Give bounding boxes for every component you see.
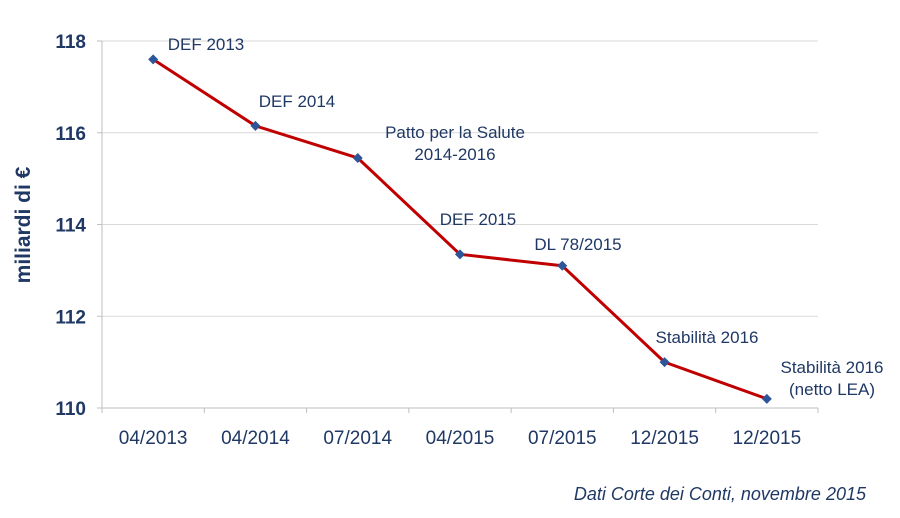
x-tick-label: 04/2015 [426, 428, 495, 449]
series [148, 54, 772, 404]
annotations: DEF 2013 DEF 2014 Patto per la Salute 2014-… [168, 35, 884, 399]
y-tick-label: 114 [55, 216, 86, 237]
gridlines [102, 40, 818, 317]
data-point-marker [761, 393, 772, 404]
data-point-marker [557, 260, 568, 271]
data-point-marker [250, 120, 261, 131]
x-tick-label: 12/2015 [733, 428, 802, 449]
series-line [152, 58, 768, 401]
x-tick-label: 04/2014 [221, 428, 290, 449]
y-tick-label: 110 [55, 399, 86, 420]
axes: 110 112 114 116 118 04/2013 04/2014 07/2014 04/2… [55, 32, 819, 449]
x-tick-label: 07/2014 [323, 428, 392, 449]
annotation-label: Patto per la Salute 2014-2016 [385, 123, 525, 164]
annotation-label: Stabilità 2016 (netto LEA) [780, 358, 883, 399]
data-point-marker [352, 152, 363, 163]
source-note: Dati Corte dei Conti, novembre 2015 [574, 484, 867, 504]
x-tick-label: 04/2013 [119, 428, 188, 449]
y-tick-label: 116 [55, 124, 86, 145]
x-tick-label: 12/2015 [630, 428, 699, 449]
data-point-marker [148, 54, 159, 65]
annotation-label: DEF 2015 [440, 210, 517, 229]
annotation-label: DEF 2014 [259, 92, 336, 111]
y-axis-label: miliardi di € [12, 166, 35, 283]
annotation-label: Stabilità 2016 [655, 328, 758, 347]
data-point-marker [659, 357, 670, 368]
y-tick-label: 118 [55, 32, 86, 53]
annotation-label: DL 78/2015 [534, 235, 621, 254]
data-point-marker [455, 249, 465, 260]
x-tick-label: 07/2015 [528, 428, 597, 449]
y-tick-label: 112 [55, 307, 86, 328]
annotation-label: DEF 2013 [168, 35, 245, 54]
